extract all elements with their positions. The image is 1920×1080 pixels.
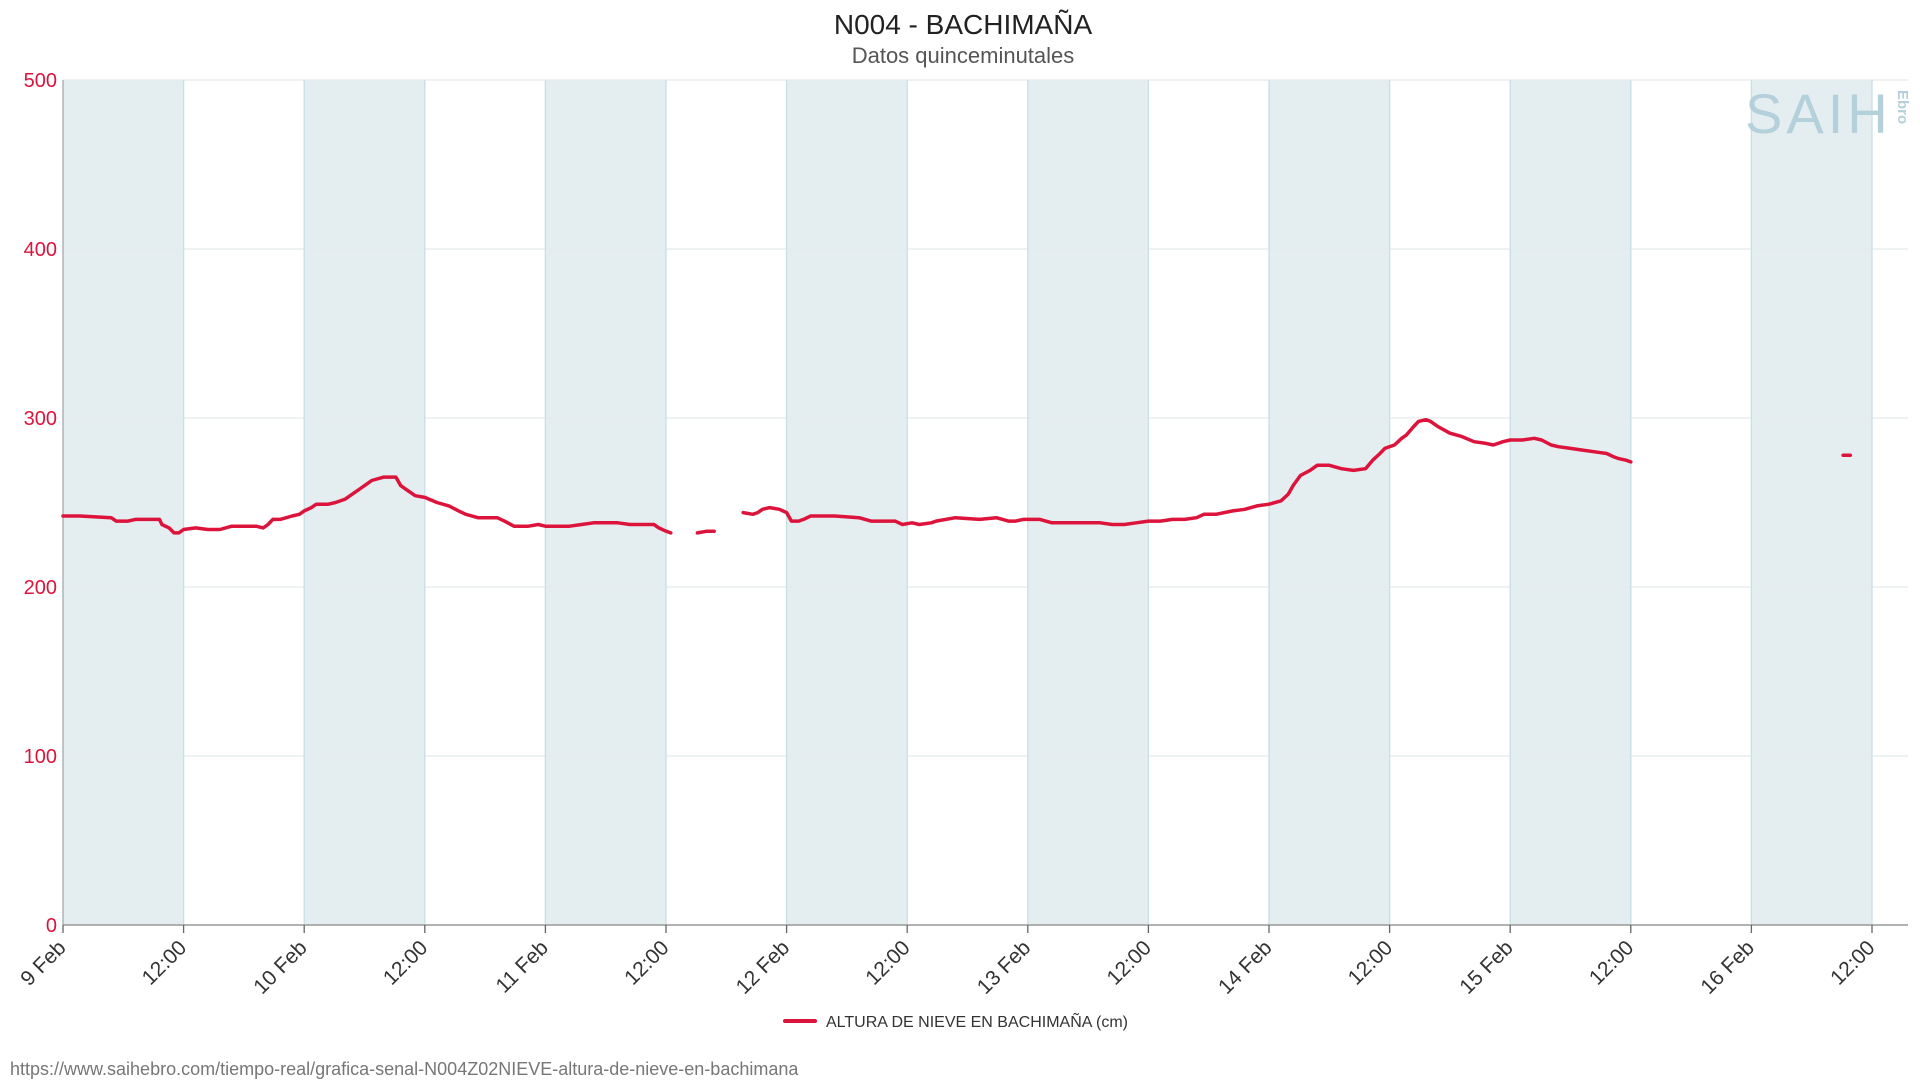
- legend[interactable]: ALTURA DE NIEVE EN BACHIMAÑA (cm): [783, 1011, 1128, 1031]
- x-tick-label: 9 Feb: [16, 936, 70, 990]
- y-tick-label: 0: [46, 915, 57, 937]
- saih-logo: SAIH Ebro: [1745, 82, 1911, 145]
- day-band: [786, 80, 908, 925]
- day-band: [1751, 80, 1872, 925]
- x-tick-label: 12:00: [861, 936, 914, 989]
- x-tick-label: 16 Feb: [1696, 936, 1759, 999]
- day-band: [1269, 80, 1390, 925]
- day-band: [1027, 80, 1149, 925]
- series-line-segment: [741, 417, 1633, 527]
- chart-title: N004 - BACHIMAÑA: [834, 9, 1093, 40]
- x-tick-label: 12 Feb: [732, 936, 795, 999]
- day-band: [545, 80, 666, 925]
- source-url[interactable]: https://www.saihebro.com/tiempo-real/gra…: [10, 1059, 799, 1079]
- y-tick-label: 500: [24, 70, 57, 92]
- y-tick-label: 100: [24, 746, 57, 768]
- x-tick-label: 11 Feb: [492, 936, 553, 997]
- x-axis-ticks: 9 Feb 12:00 10 Feb 12:00 11 Feb 12:00 12 Feb 12…: [16, 925, 1880, 999]
- x-tick-label: 12:00: [1344, 936, 1397, 989]
- x-tick-label: 12:00: [138, 936, 191, 989]
- day-band: [63, 80, 184, 925]
- legend-label: ALTURA DE NIEVE EN BACHIMAÑA (cm): [826, 1011, 1128, 1031]
- day-bands: [63, 80, 1872, 925]
- series-line-segment: [61, 475, 673, 535]
- y-tick-label: 300: [24, 408, 57, 430]
- x-tick-label: 13 Feb: [973, 936, 1036, 999]
- series-lines: [61, 417, 1853, 535]
- x-tick-label: 10 Feb: [249, 936, 312, 999]
- x-tick-label: 12:00: [1585, 936, 1638, 989]
- x-tick-label: 12:00: [379, 936, 432, 989]
- x-tick-label: 12:00: [1103, 936, 1156, 989]
- x-tick-label: 12:00: [1826, 936, 1879, 989]
- chart-subtitle: Datos quinceminutales: [852, 43, 1075, 68]
- y-tick-label: 400: [24, 239, 57, 261]
- x-tick-label: 15 Feb: [1455, 936, 1518, 999]
- day-band: [1510, 80, 1631, 925]
- logo-main-text: SAIH: [1745, 82, 1892, 145]
- y-axis-ticks: 0 100 200 300 400 500: [24, 70, 57, 937]
- grid-lines: [62, 79, 1908, 926]
- series-line-segment: [695, 529, 716, 535]
- y-tick-label: 200: [24, 577, 57, 599]
- x-tick-label: 14 Feb: [1214, 936, 1277, 999]
- x-tick-label: 12:00: [620, 936, 673, 989]
- logo-sub-text: Ebro: [1894, 90, 1911, 124]
